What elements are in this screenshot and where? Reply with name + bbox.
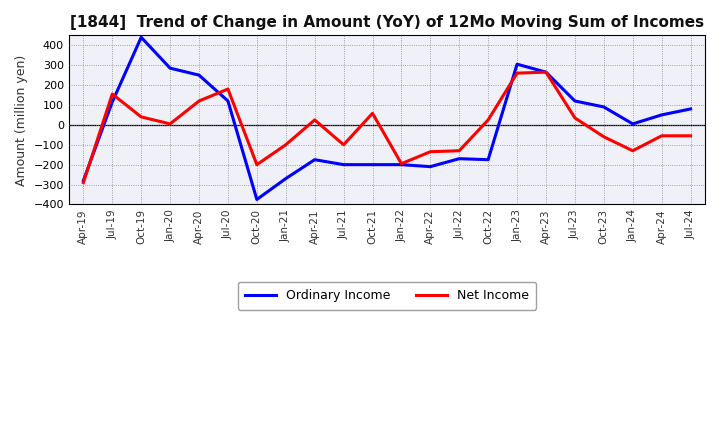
Ordinary Income — [224, 99, 233, 104]
Title: [1844]  Trend of Change in Amount (YoY) of 12Mo Moving Sum of Incomes: [1844] Trend of Change in Amount (YoY) o… — [70, 15, 704, 30]
Ordinary Income — [108, 99, 117, 105]
Net Income — [513, 70, 521, 76]
Net Income — [194, 99, 203, 104]
Net Income — [224, 86, 233, 92]
Net Income — [686, 133, 695, 139]
Ordinary Income — [397, 162, 406, 167]
Net Income — [253, 162, 261, 167]
Ordinary Income — [339, 162, 348, 167]
Net Income — [484, 117, 492, 122]
Net Income — [426, 149, 435, 154]
Ordinary Income — [253, 197, 261, 202]
Ordinary Income — [686, 106, 695, 112]
Ordinary Income — [629, 121, 637, 127]
Ordinary Income — [282, 176, 290, 181]
Net Income — [166, 121, 174, 127]
Ordinary Income — [484, 157, 492, 162]
Net Income — [629, 148, 637, 154]
Ordinary Income — [426, 164, 435, 169]
Ordinary Income — [137, 35, 145, 40]
Net Income — [282, 142, 290, 147]
Line: Net Income: Net Income — [84, 72, 690, 183]
Net Income — [368, 111, 377, 116]
Ordinary Income — [513, 62, 521, 67]
Net Income — [310, 117, 319, 122]
Net Income — [79, 180, 88, 185]
Ordinary Income — [368, 162, 377, 167]
Net Income — [397, 161, 406, 166]
Y-axis label: Amount (million yen): Amount (million yen) — [15, 54, 28, 186]
Ordinary Income — [310, 157, 319, 162]
Ordinary Income — [194, 73, 203, 78]
Ordinary Income — [570, 99, 579, 104]
Ordinary Income — [166, 66, 174, 71]
Net Income — [339, 142, 348, 147]
Net Income — [570, 115, 579, 121]
Net Income — [600, 134, 608, 139]
Ordinary Income — [600, 104, 608, 110]
Ordinary Income — [455, 156, 464, 161]
Net Income — [541, 70, 550, 75]
Legend: Ordinary Income, Net Income: Ordinary Income, Net Income — [238, 282, 536, 310]
Ordinary Income — [541, 70, 550, 75]
Line: Ordinary Income: Ordinary Income — [84, 37, 690, 199]
Net Income — [137, 114, 145, 120]
Net Income — [455, 148, 464, 154]
Ordinary Income — [79, 178, 88, 183]
Net Income — [108, 92, 117, 97]
Net Income — [657, 133, 666, 139]
Ordinary Income — [657, 112, 666, 117]
